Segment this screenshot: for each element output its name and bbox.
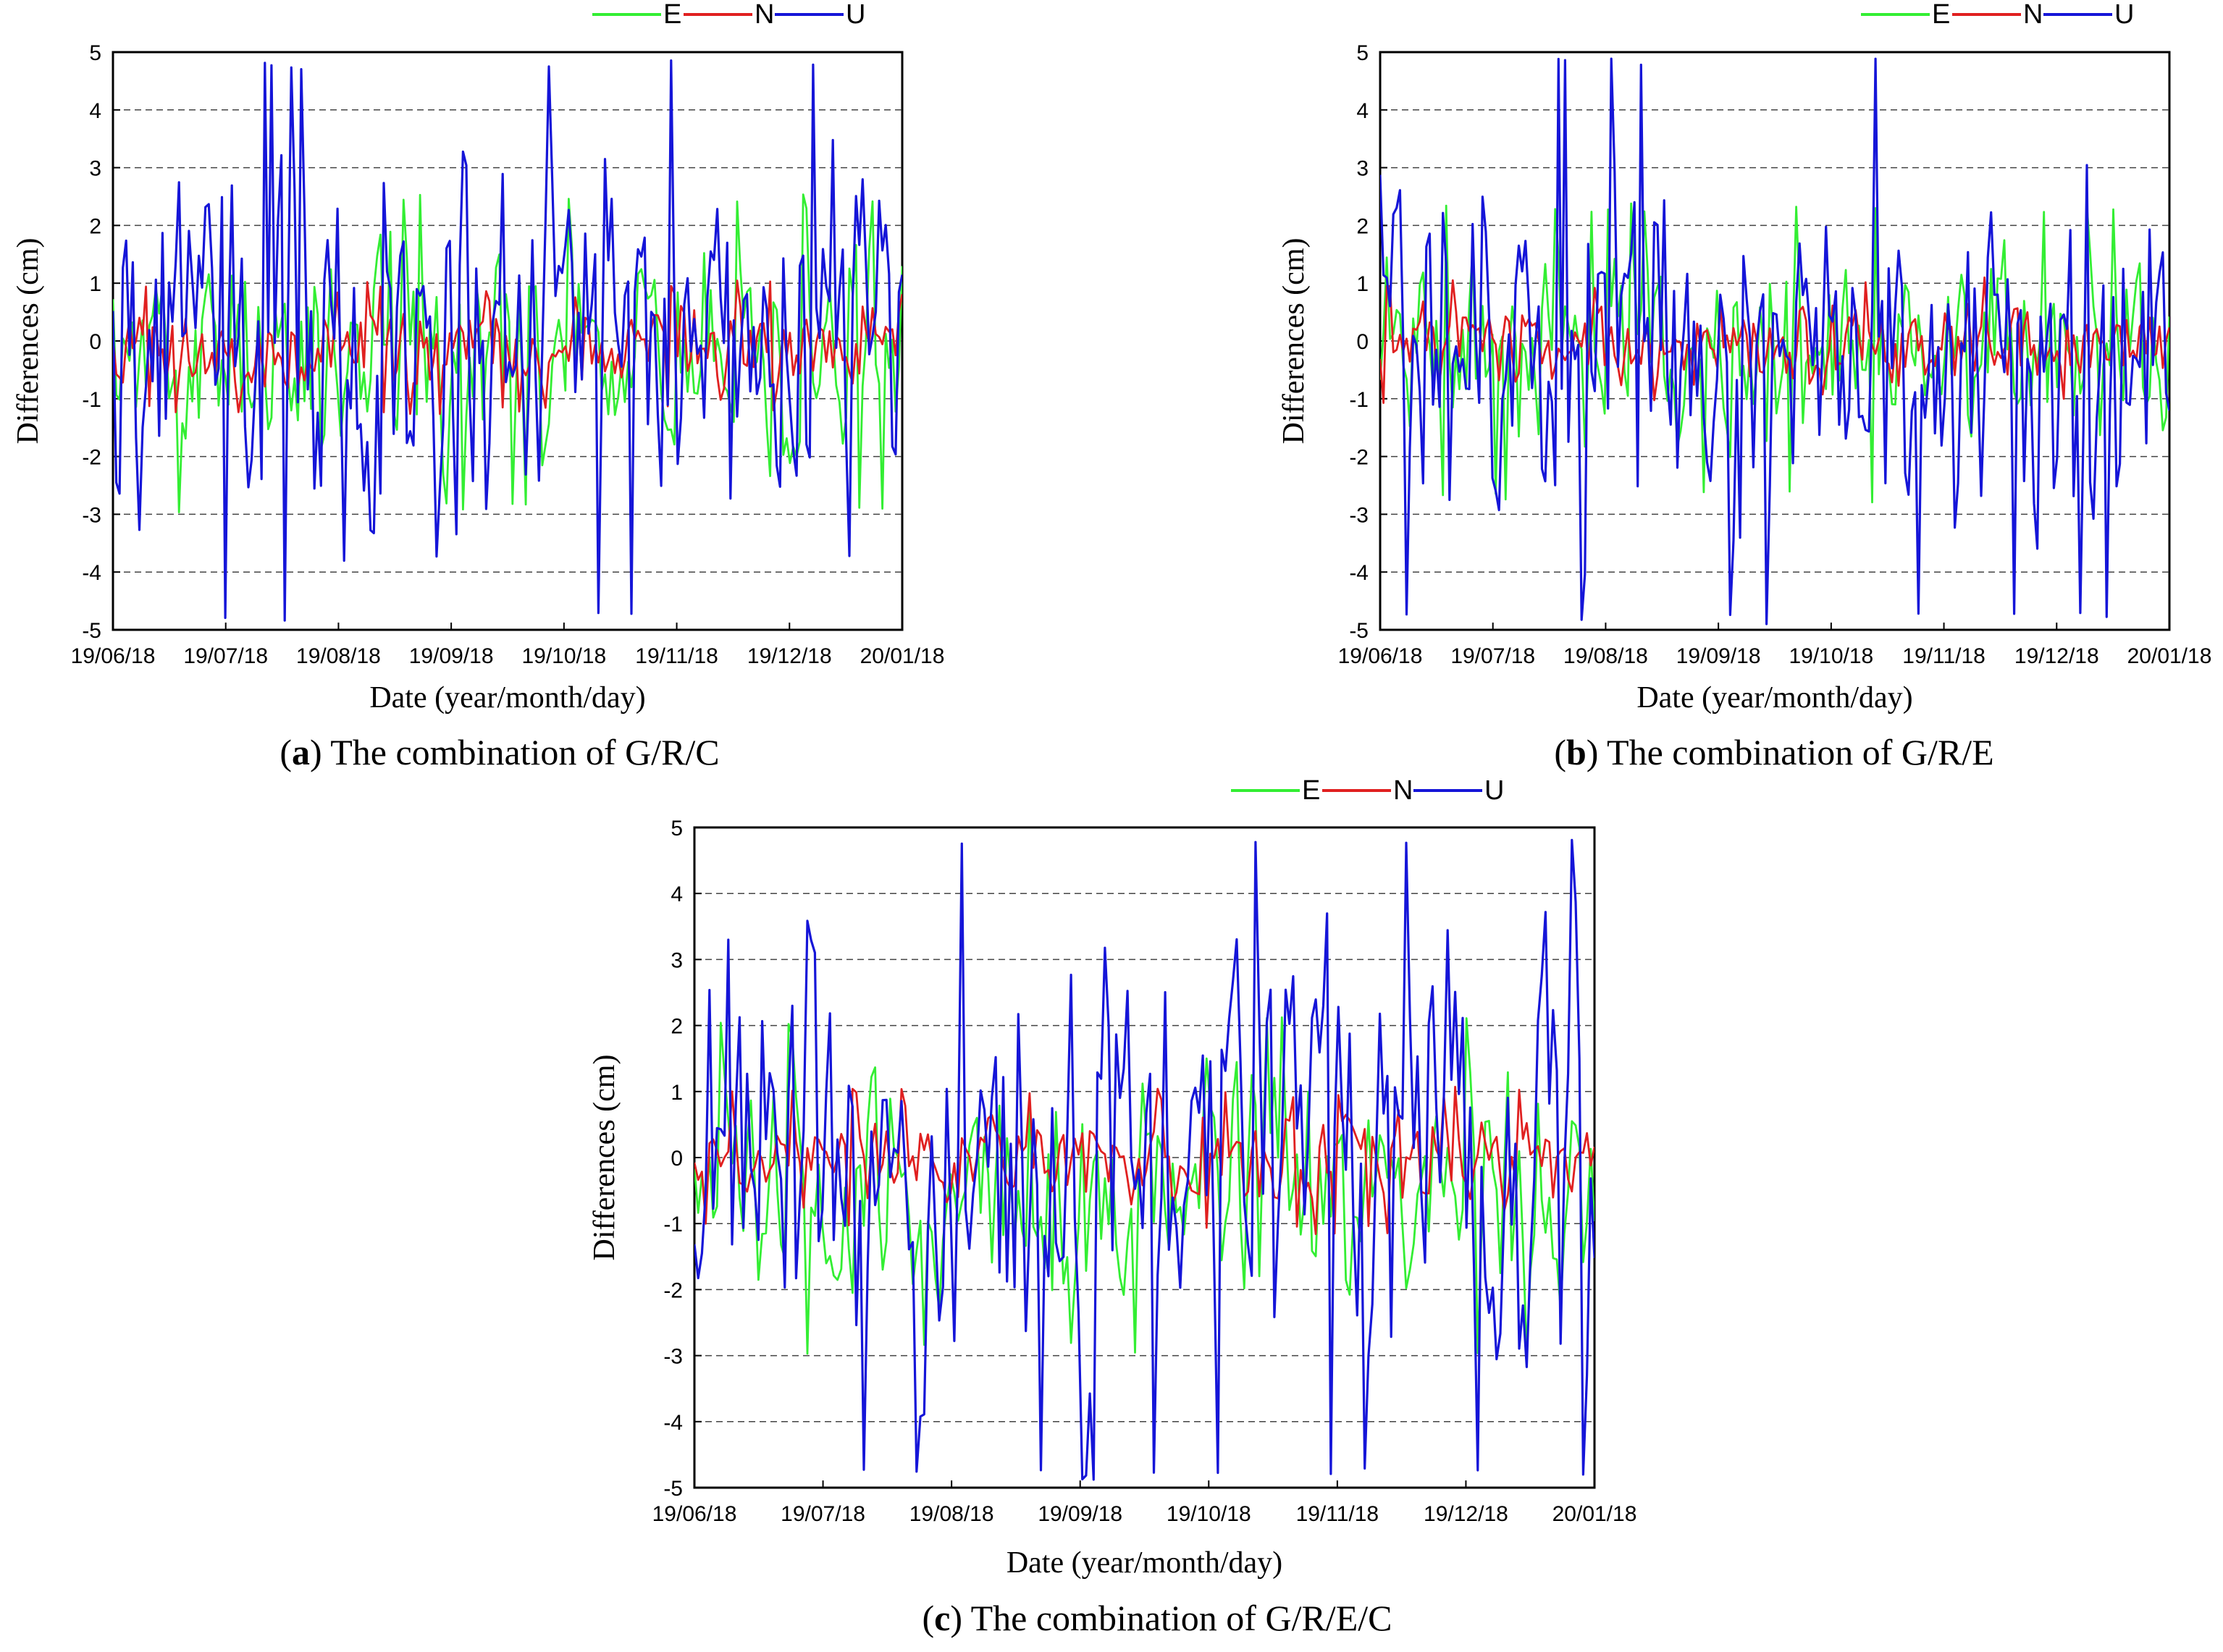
panel-caption: (a) The combination of G/R/C	[280, 732, 719, 772]
legend-label-N: N	[1393, 775, 1413, 806]
y-tick-label: -3	[1349, 503, 1369, 527]
legend-label-U: U	[1484, 775, 1504, 806]
x-tick-label: 20/01/18	[2127, 644, 2212, 668]
x-tick-label: 19/09/18	[1676, 644, 1761, 668]
y-tick-label: 2	[671, 1015, 683, 1039]
y-tick-label: -2	[82, 446, 101, 470]
y-tick-label: 5	[89, 41, 101, 65]
x-tick-label: 19/06/18	[652, 1502, 737, 1526]
y-tick-label: 1	[1356, 272, 1369, 296]
y-tick-label: -5	[1349, 619, 1369, 643]
series-group	[113, 59, 902, 622]
caption-letter: c	[934, 1598, 950, 1638]
y-tick-label: -4	[663, 1411, 683, 1435]
y-tick-label: 2	[89, 214, 101, 238]
panel-b: -5 -4 -3 -2 -1 0 1 2 3 4 5 19/06/18 19/07/18 19/08/18…	[1277, 0, 2211, 772]
y-tick-label: 0	[1356, 330, 1369, 354]
x-tick-label: 19/10/18	[1789, 644, 1873, 668]
series-line-N	[1380, 276, 2169, 404]
y-tick-label: 4	[671, 882, 683, 906]
y-tick-label: 5	[1356, 41, 1369, 65]
x-tick-label: 19/09/18	[1038, 1502, 1122, 1526]
y-tick-label: 3	[89, 157, 101, 181]
x-tick-label: 19/12/18	[747, 644, 832, 668]
y-tick-label: -3	[663, 1345, 683, 1369]
series-line-U	[1380, 57, 2169, 625]
y-tick-label: 3	[1356, 157, 1369, 181]
x-tick-label: 19/08/18	[909, 1502, 994, 1526]
x-tick-label: 19/09/18	[409, 644, 494, 668]
y-tick-label: -3	[82, 503, 101, 527]
y-tick-label: 3	[671, 948, 683, 972]
y-tick-label: -5	[82, 619, 101, 643]
caption-letter: a	[292, 732, 310, 772]
x-axis-label: Date (year/month/day)	[1636, 681, 1912, 715]
y-tick-label: 0	[671, 1147, 683, 1171]
x-tick-label: 19/07/18	[1450, 644, 1535, 668]
x-tick-label: 20/01/18	[860, 644, 945, 668]
y-tick-label: 1	[671, 1081, 683, 1105]
series-line-U	[113, 59, 902, 622]
x-axis-label: Date (year/month/day)	[369, 681, 645, 715]
x-tick-label: 19/12/18	[1424, 1502, 1508, 1526]
y-tick-label: 4	[1356, 99, 1369, 123]
series-group	[1380, 57, 2169, 625]
legend-label-E: E	[1302, 775, 1320, 806]
x-tick-label: 19/11/18	[1296, 1502, 1379, 1526]
panel-caption: (b) The combination of G/R/E	[1554, 732, 1993, 772]
x-axis-label: Date (year/month/day)	[1007, 1546, 1282, 1580]
legend-label-U: U	[846, 0, 865, 30]
y-tick-label: -1	[82, 388, 101, 412]
y-tick-label: 1	[89, 272, 101, 296]
x-tick-label: 19/07/18	[183, 644, 268, 668]
y-axis-label: Differences (cm)	[1277, 238, 1311, 444]
y-axis-label: Differences (cm)	[588, 1055, 621, 1261]
x-tick-label: 19/08/18	[1563, 644, 1648, 668]
panel-caption: (c) The combination of G/R/E/C	[923, 1598, 1392, 1638]
panel-a: -5 -4 -3 -2 -1 0 1 2 3 4 5 19/06/18 19/07/18 19/08/18…	[12, 0, 944, 772]
x-tick-label: 19/06/18	[1338, 644, 1423, 668]
x-tick-label: 20/01/18	[1552, 1502, 1637, 1526]
y-tick-label: -1	[1349, 388, 1369, 412]
legend-label-E: E	[1932, 0, 1950, 30]
y-tick-label: -4	[1349, 561, 1369, 585]
y-tick-label: -2	[663, 1278, 683, 1302]
x-tick-label: 19/11/18	[1902, 644, 1985, 668]
series-line-E	[694, 1016, 1594, 1355]
caption-letter: b	[1566, 732, 1587, 772]
x-tick-label: 19/08/18	[296, 644, 381, 668]
y-tick-label: 2	[1356, 214, 1369, 238]
y-axis-label: Differences (cm)	[12, 238, 45, 444]
y-tick-label: -5	[663, 1477, 683, 1501]
y-tick-label: -4	[82, 561, 101, 585]
legend-label-N: N	[2023, 0, 2043, 30]
legend-label-N: N	[755, 0, 774, 30]
y-tick-label: -2	[1349, 446, 1369, 470]
x-tick-label: 19/12/18	[2014, 644, 2099, 668]
legend-label-U: U	[2114, 0, 2134, 30]
y-tick-label: 5	[671, 817, 683, 840]
y-tick-label: -1	[663, 1213, 683, 1236]
x-tick-label: 19/10/18	[1167, 1502, 1251, 1526]
series-line-U	[694, 838, 1594, 1481]
x-tick-label: 19/11/18	[635, 644, 718, 668]
y-tick-label: 4	[89, 99, 101, 123]
legend-label-E: E	[663, 0, 681, 30]
x-tick-label: 19/10/18	[521, 644, 606, 668]
x-tick-label: 19/07/18	[781, 1502, 865, 1526]
series-group	[694, 838, 1594, 1481]
panel-c: -5 -4 -3 -2 -1 0 1 2 3 4 5 19/06/18 19/07/18 19/08/18…	[588, 775, 1636, 1638]
series-line-E	[113, 193, 902, 513]
y-tick-label: 0	[89, 330, 101, 354]
x-tick-label: 19/06/18	[71, 644, 156, 668]
